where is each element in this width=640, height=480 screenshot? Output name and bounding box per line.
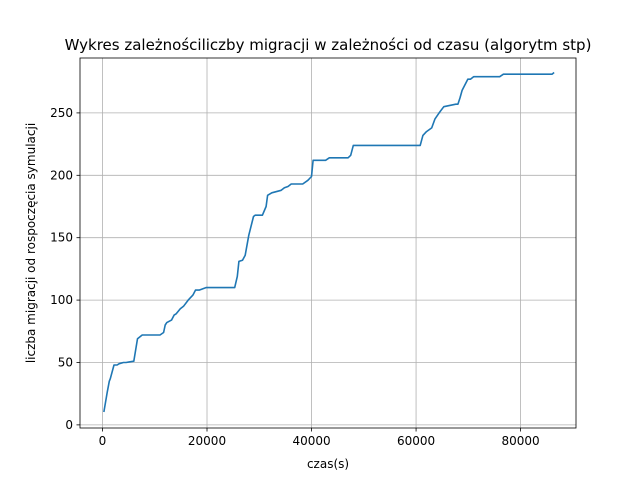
y-tick-label: 250 <box>50 106 73 120</box>
grid-lines <box>80 58 576 428</box>
y-tick-label: 100 <box>50 293 73 307</box>
series-line <box>103 71 555 413</box>
y-tick-label: 0 <box>65 418 73 432</box>
x-tick-label: 80000 <box>502 434 540 448</box>
chart-title: Wykres zależnościliczby migracji w zależ… <box>65 36 592 54</box>
x-tick-label: 0 <box>99 434 107 448</box>
plot-area-frame <box>79 57 577 429</box>
y-tick-label: 150 <box>50 231 73 245</box>
x-tick-label: 40000 <box>292 434 330 448</box>
series-layer <box>103 71 555 413</box>
x-tick-label: 60000 <box>397 434 435 448</box>
x-axis-label: czas(s) <box>307 457 349 471</box>
y-axis: 0 50 100 150 200 250 <box>50 106 80 432</box>
y-axis-label: liczba migracji od rospoczęcia symulacji <box>24 123 38 363</box>
x-axis: 0 20000 40000 60000 80000 <box>99 428 540 448</box>
y-tick-label: 50 <box>58 355 73 369</box>
x-tick-label: 20000 <box>188 434 226 448</box>
y-tick-label: 200 <box>50 168 73 182</box>
